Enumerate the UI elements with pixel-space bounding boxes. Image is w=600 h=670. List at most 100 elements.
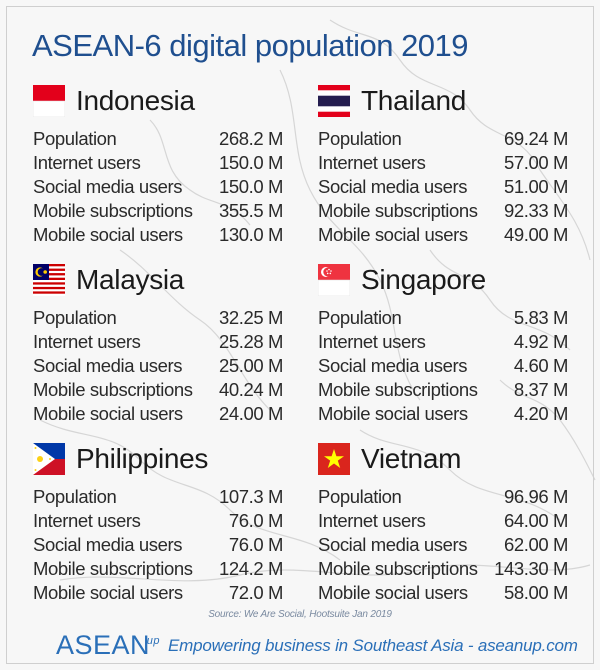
stat-label: Internet users: [318, 510, 426, 531]
logo-text: ASEAN: [56, 630, 151, 660]
stat-label: Population: [318, 307, 402, 328]
stat-row: Social media users 62.00 M: [318, 533, 568, 557]
stat-value: 107.3 M: [218, 486, 283, 507]
stat-row: Social media users 25.00 M: [33, 354, 283, 378]
stat-label: Internet users: [33, 331, 141, 352]
country-name: Malaysia: [76, 264, 185, 295]
stat-value: 24.00 M: [218, 403, 283, 424]
stat-value: 92.33 M: [503, 200, 568, 221]
stat-value: 268.2 M: [218, 128, 283, 149]
stat-value: 76.0 M: [228, 534, 284, 555]
stat-row: Internet users 76.0 M: [33, 509, 283, 533]
stat-label: Mobile subscriptions: [33, 379, 193, 400]
stat-label: Social media users: [33, 176, 183, 197]
stat-label: Social media users: [318, 355, 468, 376]
stat-value: 130.0 M: [218, 224, 283, 245]
stat-label: Social media users: [318, 176, 468, 197]
stat-row: Mobile subscriptions 8.37 M: [318, 378, 568, 402]
stat-label: Social media users: [318, 534, 468, 555]
country-name: Indonesia: [76, 85, 195, 116]
stat-value: 124.2 M: [218, 558, 283, 579]
singapore-flag-icon: [318, 264, 350, 296]
footer: ASEAN up Empowering business in Southeas…: [56, 624, 578, 660]
stat-value: 76.0 M: [228, 510, 284, 531]
stat-row: Population 69.24 M: [318, 127, 568, 151]
stat-row: Mobile subscriptions 40.24 M: [33, 378, 283, 402]
stat-label: Population: [318, 128, 402, 149]
stat-row: Internet users 25.28 M: [33, 330, 283, 354]
stat-value: 4.20 M: [513, 403, 569, 424]
philippines-flag-icon: [33, 443, 65, 475]
stat-value: 150.0 M: [218, 176, 283, 197]
stat-label: Mobile subscriptions: [318, 379, 478, 400]
stat-row: Internet users 150.0 M: [33, 151, 283, 175]
stat-label: Population: [33, 486, 117, 507]
stat-label: Social media users: [33, 355, 183, 376]
stat-label: Social media users: [33, 534, 183, 555]
stat-label: Internet users: [33, 152, 141, 173]
stat-label: Mobile subscriptions: [318, 558, 478, 579]
page-title: ASEAN-6 digital population 2019: [32, 28, 469, 63]
stat-row: Social media users 4.60 M: [318, 354, 568, 378]
country-card-singapore: Singapore Population 5.83 M Internet user…: [318, 261, 568, 426]
stat-row: Internet users 57.00 M: [318, 151, 568, 175]
stat-value: 69.24 M: [503, 128, 568, 149]
border-frame: [6, 6, 594, 664]
stat-value: 49.00 M: [503, 224, 568, 245]
stat-row: Social media users 76.0 M: [33, 533, 283, 557]
stat-value: 4.60 M: [513, 355, 569, 376]
stat-label: Internet users: [318, 331, 426, 352]
stat-value: 72.0 M: [228, 582, 284, 603]
stat-label: Mobile subscriptions: [33, 200, 193, 221]
stat-value: 58.00 M: [503, 582, 568, 603]
stat-label: Mobile social users: [318, 582, 468, 603]
stat-row: Internet users 4.92 M: [318, 330, 568, 354]
thailand-flag-icon: [318, 85, 350, 117]
country-name: Singapore: [361, 264, 486, 295]
stat-value: 62.00 M: [503, 534, 568, 555]
stat-row: Population 32.25 M: [33, 306, 283, 330]
country-name: Vietnam: [361, 443, 462, 474]
country-card-indonesia: Indonesia Population 268.2 M Internet use…: [33, 82, 283, 247]
stat-value: 25.00 M: [218, 355, 283, 376]
stat-row: Mobile social users 4.20 M: [318, 402, 568, 426]
stat-row: Mobile subscriptions 124.2 M: [33, 557, 283, 581]
stat-label: Mobile subscriptions: [318, 200, 478, 221]
stat-value: 150.0 M: [218, 152, 283, 173]
stat-value: 25.28 M: [218, 331, 283, 352]
stat-value: 5.83 M: [513, 307, 569, 328]
stat-value: 355.5 M: [218, 200, 283, 221]
stat-row: Mobile subscriptions 355.5 M: [33, 199, 283, 223]
country-name: Thailand: [361, 85, 467, 116]
country-card-malaysia: Malaysia Population 32.25 M Internet user…: [33, 261, 283, 426]
stat-row: Internet users 64.00 M: [318, 509, 568, 533]
stat-value: 143.30 M: [494, 558, 568, 579]
country-card-thailand: Thailand Population 69.24 M Internet user…: [318, 82, 568, 247]
indonesia-flag-icon: [33, 85, 65, 117]
stat-label: Internet users: [33, 510, 141, 531]
country-card-vietnam: Vietnam Population 96.96 M Internet users…: [318, 440, 568, 605]
stat-row: Social media users 150.0 M: [33, 175, 283, 199]
tagline-link[interactable]: Empowering business in Southeast Asia - …: [168, 636, 578, 655]
stat-label: Population: [33, 128, 117, 149]
stat-value: 64.00 M: [503, 510, 568, 531]
stat-label: Internet users: [318, 152, 426, 173]
stat-row: Population 107.3 M: [33, 485, 283, 509]
stat-row: Mobile social users 72.0 M: [33, 581, 283, 605]
stat-row: Mobile social users 130.0 M: [33, 223, 283, 247]
stat-row: Population 5.83 M: [318, 306, 568, 330]
source-note: Source: We Are Social, Hootsuite Jan 201…: [208, 609, 392, 620]
aseanup-logo[interactable]: ASEAN up: [56, 630, 160, 660]
stat-value: 8.37 M: [513, 379, 569, 400]
stat-value: 32.25 M: [218, 307, 283, 328]
stat-label: Population: [318, 486, 402, 507]
stat-row: Mobile social users 49.00 M: [318, 223, 568, 247]
stat-value: 40.24 M: [218, 379, 283, 400]
stat-label: Mobile social users: [33, 224, 183, 245]
stat-row: Population 96.96 M: [318, 485, 568, 509]
country-name: Philippines: [76, 443, 209, 474]
stat-value: 57.00 M: [503, 152, 568, 173]
malaysia-flag-icon: [33, 264, 65, 296]
stat-row: Mobile social users 58.00 M: [318, 581, 568, 605]
